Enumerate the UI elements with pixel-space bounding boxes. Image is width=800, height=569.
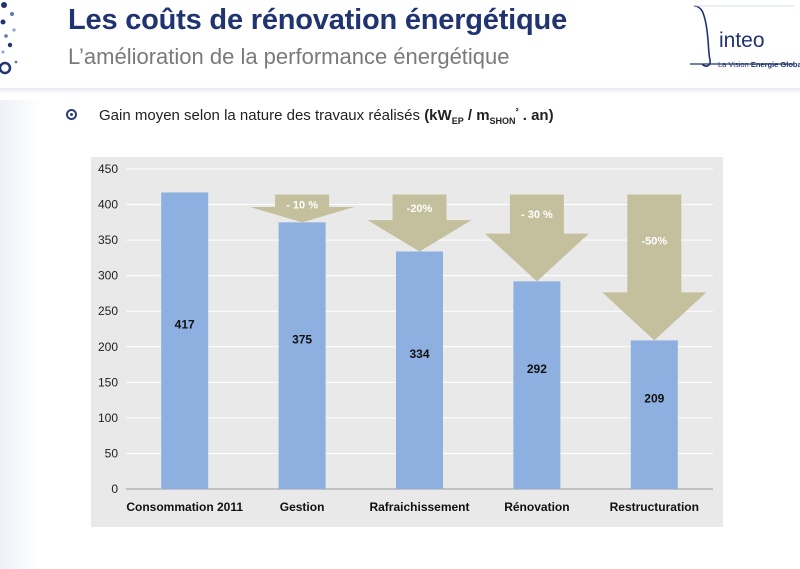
reduction-label: - 10 % (286, 199, 318, 211)
decorative-dots (0, 2, 18, 75)
data-label: 375 (292, 333, 312, 347)
target-bullet-icon (66, 109, 77, 120)
bar (161, 192, 209, 489)
x-tick-label: Rénovation (504, 500, 569, 514)
page-title: Les coûts de rénovation énergétique (68, 4, 567, 36)
reduction-arrow (484, 194, 589, 282)
y-tick-label: 200 (98, 340, 118, 354)
logo-tagline: La Vision Energie Globale (718, 60, 800, 69)
left-decoration-fade (0, 100, 40, 569)
y-tick-label: 450 (98, 162, 118, 176)
bar (278, 222, 326, 489)
unit-close: . an) (518, 107, 554, 124)
reduction-label: - 30 % (521, 209, 553, 221)
data-label: 292 (527, 362, 547, 376)
y-tick-label: 100 (98, 411, 118, 425)
page-subtitle: L’amélioration de la performance énergét… (68, 44, 510, 69)
data-label: 334 (409, 347, 429, 361)
unit-shon: SHON (489, 116, 516, 126)
logo-tagline-bold: Energie Globale (750, 60, 800, 69)
y-tick-label: 350 (98, 233, 118, 247)
bullet-text: Gain moyen selon la nature des travaux r… (99, 106, 554, 126)
x-tick-label: Consommation 2011 (126, 500, 243, 514)
bullet-label: Gain moyen selon la nature des travaux r… (99, 107, 425, 124)
bar (630, 340, 678, 489)
reduction-label: -50% (641, 236, 667, 248)
reduction-arrow (602, 194, 707, 341)
unit-open: (kW (424, 107, 452, 124)
chart-container: 0 50 100 150 200 250 300 350 400 450 - 10 % -20% - 3… (91, 157, 723, 527)
unit-mid: / m (463, 107, 490, 124)
bullet-unit: (kWEP / mSHON² . an) (424, 106, 554, 126)
y-tick-label: 150 (98, 375, 118, 389)
sinteo-logo (690, 5, 794, 67)
header-divider (0, 88, 800, 94)
reduction-label: -20% (407, 203, 433, 215)
x-tick-label: Gestion (280, 500, 325, 514)
logo-tagline-prefix: La Vision (718, 60, 751, 69)
y-tick-label: 0 (111, 482, 118, 496)
data-label: 209 (644, 392, 664, 406)
bar-chart: 0 50 100 150 200 250 300 350 400 450 - 10 % -20% - 3… (98, 162, 713, 514)
x-tick-label: Restructuration (610, 500, 699, 514)
x-tick-label: Rafraichissement (369, 500, 469, 514)
bar (513, 281, 561, 489)
y-tick-label: 300 (98, 269, 118, 283)
unit-sup: ² (515, 106, 519, 116)
bar (396, 251, 443, 489)
reduction-arrow (367, 194, 472, 252)
y-tick-label: 250 (98, 304, 118, 318)
data-label: 417 (175, 318, 195, 332)
reduction-arrow (250, 194, 355, 223)
y-tick-label: 50 (105, 446, 119, 460)
logo-wordmark: inteo (719, 29, 765, 52)
y-tick-label: 400 (98, 198, 118, 212)
unit-ep: EP (451, 116, 464, 126)
